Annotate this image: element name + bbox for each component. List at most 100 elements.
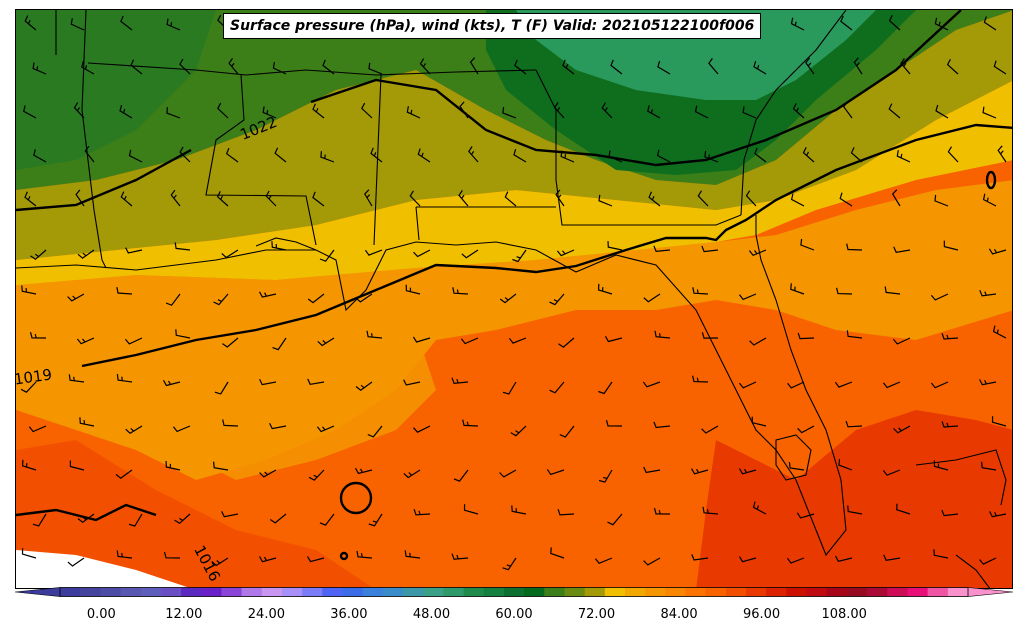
wind-barb [556,249,575,257]
wind-barb [366,330,383,339]
wind-barb [883,554,901,561]
colorbar-cell [302,587,323,597]
wind-barb [946,59,959,75]
wind-barb [979,289,997,297]
colorbar-cell [201,587,222,597]
wind-barb [790,193,805,207]
wind-barb [691,554,709,561]
wind-barb [930,381,949,389]
wind-barb [75,189,85,207]
wind-barb [79,417,95,427]
wind-barb [170,189,181,207]
wind-barb [222,419,239,427]
wind-barb [947,146,959,163]
wind-barb [216,191,229,207]
wind-barb [745,190,757,207]
wind-barb [738,468,757,475]
wind-barb [941,333,959,340]
wind-barb [694,105,709,119]
wind-barb [788,462,805,471]
wind-barb [125,247,143,254]
colorbar-cell [524,587,545,597]
wind-barb [604,336,623,343]
wind-barb [704,150,719,163]
boundary-lines [16,10,1007,588]
colorbar-cell [665,587,686,597]
wind-barb [165,460,181,471]
wind-barb [738,293,757,301]
wind-barb [32,513,47,527]
wind-barb [115,469,133,479]
wind-barb [179,146,191,163]
wind-barb [84,145,95,163]
colorbar-cell [160,587,182,597]
wind-barb [888,103,901,119]
colorbar-tick-label: 72.00 [577,607,616,622]
wind-barb [307,378,325,385]
wind-barb [125,425,143,435]
wind-barb [840,15,853,31]
wind-barb [419,58,431,75]
colorbar-cell [342,587,364,597]
colorbar-cell [746,587,767,597]
wind-barb [983,16,997,31]
wind-barb [307,293,325,304]
wind-barb [594,557,613,565]
wind-barb [417,148,431,163]
wind-barb [165,293,181,306]
wind-barb [468,146,479,163]
wind-barb [258,556,277,563]
wind-barb [508,337,527,344]
wind-barb [265,190,277,207]
wind-barb [452,287,469,295]
wind-barb [33,149,47,163]
wind-barb [355,381,373,391]
wind-barb [225,147,239,163]
wind-barb [403,469,421,479]
wind-barb [116,550,133,559]
wind-barb [502,106,517,119]
colorbar-cell [705,587,727,597]
wind-barb [166,107,181,119]
colorbar-tick-label: 96.00 [742,607,781,622]
wind-barb [702,506,719,515]
wind-barb [930,293,949,301]
wind-barb [364,249,383,256]
wind-barb [601,102,613,119]
wind-barb [896,150,911,163]
wind-barb [77,249,95,259]
wind-barb [941,421,959,428]
colorbar-cell [544,587,565,597]
wind-barb [511,505,527,515]
colorbar-cell [140,587,162,597]
wind-barb [499,293,517,304]
wind-barb [308,469,325,481]
wind-barb [597,283,613,295]
wind-barb [559,425,575,438]
wind-barb [258,291,277,298]
wind-barb [217,102,229,119]
wind-barb [166,18,181,31]
wind-barb [406,106,421,119]
wind-barb [935,104,949,119]
wind-barb [28,425,47,433]
colorbar-cell [604,587,626,597]
wind-barb [221,511,239,518]
wind-barb [882,469,901,476]
wind-barb [259,378,277,386]
wind-barb [847,505,863,515]
wind-barb [222,337,239,348]
colorbar-cell [867,587,888,597]
temp-band-gulf-orange [136,330,436,480]
temp-band-forest [16,10,216,170]
wind-barb [797,332,815,340]
colorbar-cell [887,587,908,597]
colorbar-cell [907,587,929,597]
wind-barb [790,17,805,31]
wind-barb [413,249,431,258]
wind-barb [692,375,709,383]
wind-barb [549,381,565,394]
wind-barb [557,509,575,516]
wind-barb [933,460,949,471]
wind-barb [413,425,431,433]
